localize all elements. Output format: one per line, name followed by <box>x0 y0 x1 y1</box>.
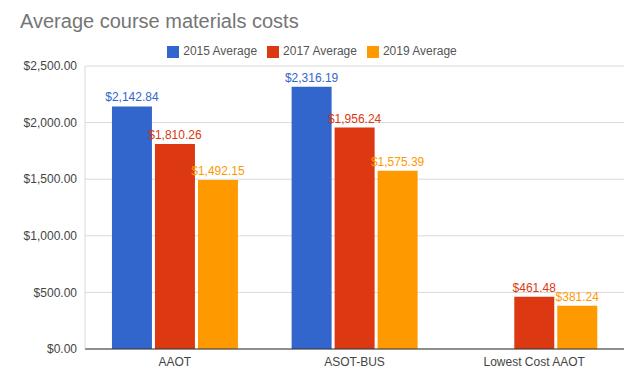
svg-text:$2,316.19: $2,316.19 <box>285 71 339 85</box>
svg-text:$1,575.39: $1,575.39 <box>371 155 425 169</box>
svg-text:$1,492.15: $1,492.15 <box>191 164 245 178</box>
svg-text:$1,956.24: $1,956.24 <box>328 112 382 126</box>
html-text:2019 Average: 2019 Average <box>382 44 457 58</box>
svg-text:$1,000.00: $1,000.00 <box>24 229 78 243</box>
html-text:2017 Average: 2017 Average <box>283 44 357 58</box>
svg-text:$2,500.00: $2,500.00 <box>24 59 78 73</box>
svg-text:$381.24: $381.24 <box>556 290 600 304</box>
svg-text:ASOT-BUS: ASOT-BUS <box>324 355 385 369</box>
svg-text:$1,810.26: $1,810.26 <box>148 128 202 142</box>
svg-text:$2,142.84: $2,142.84 <box>105 90 159 104</box>
svg-text:$0.00: $0.00 <box>47 342 77 356</box>
svg-text:$2,000.00: $2,000.00 <box>24 116 78 130</box>
svg-text:Lowest Cost AAOT: Lowest Cost AAOT <box>483 355 585 369</box>
html-text:2015 Average: 2015 Average <box>183 44 258 58</box>
svg-text:$1,500.00: $1,500.00 <box>24 172 78 186</box>
svg-text:$500.00: $500.00 <box>34 286 78 300</box>
svg-text:$461.48: $461.48 <box>513 281 557 295</box>
svg-text:AAOT: AAOT <box>158 355 191 369</box>
html-text:Average course materials costs: Average course materials costs <box>20 10 299 32</box>
